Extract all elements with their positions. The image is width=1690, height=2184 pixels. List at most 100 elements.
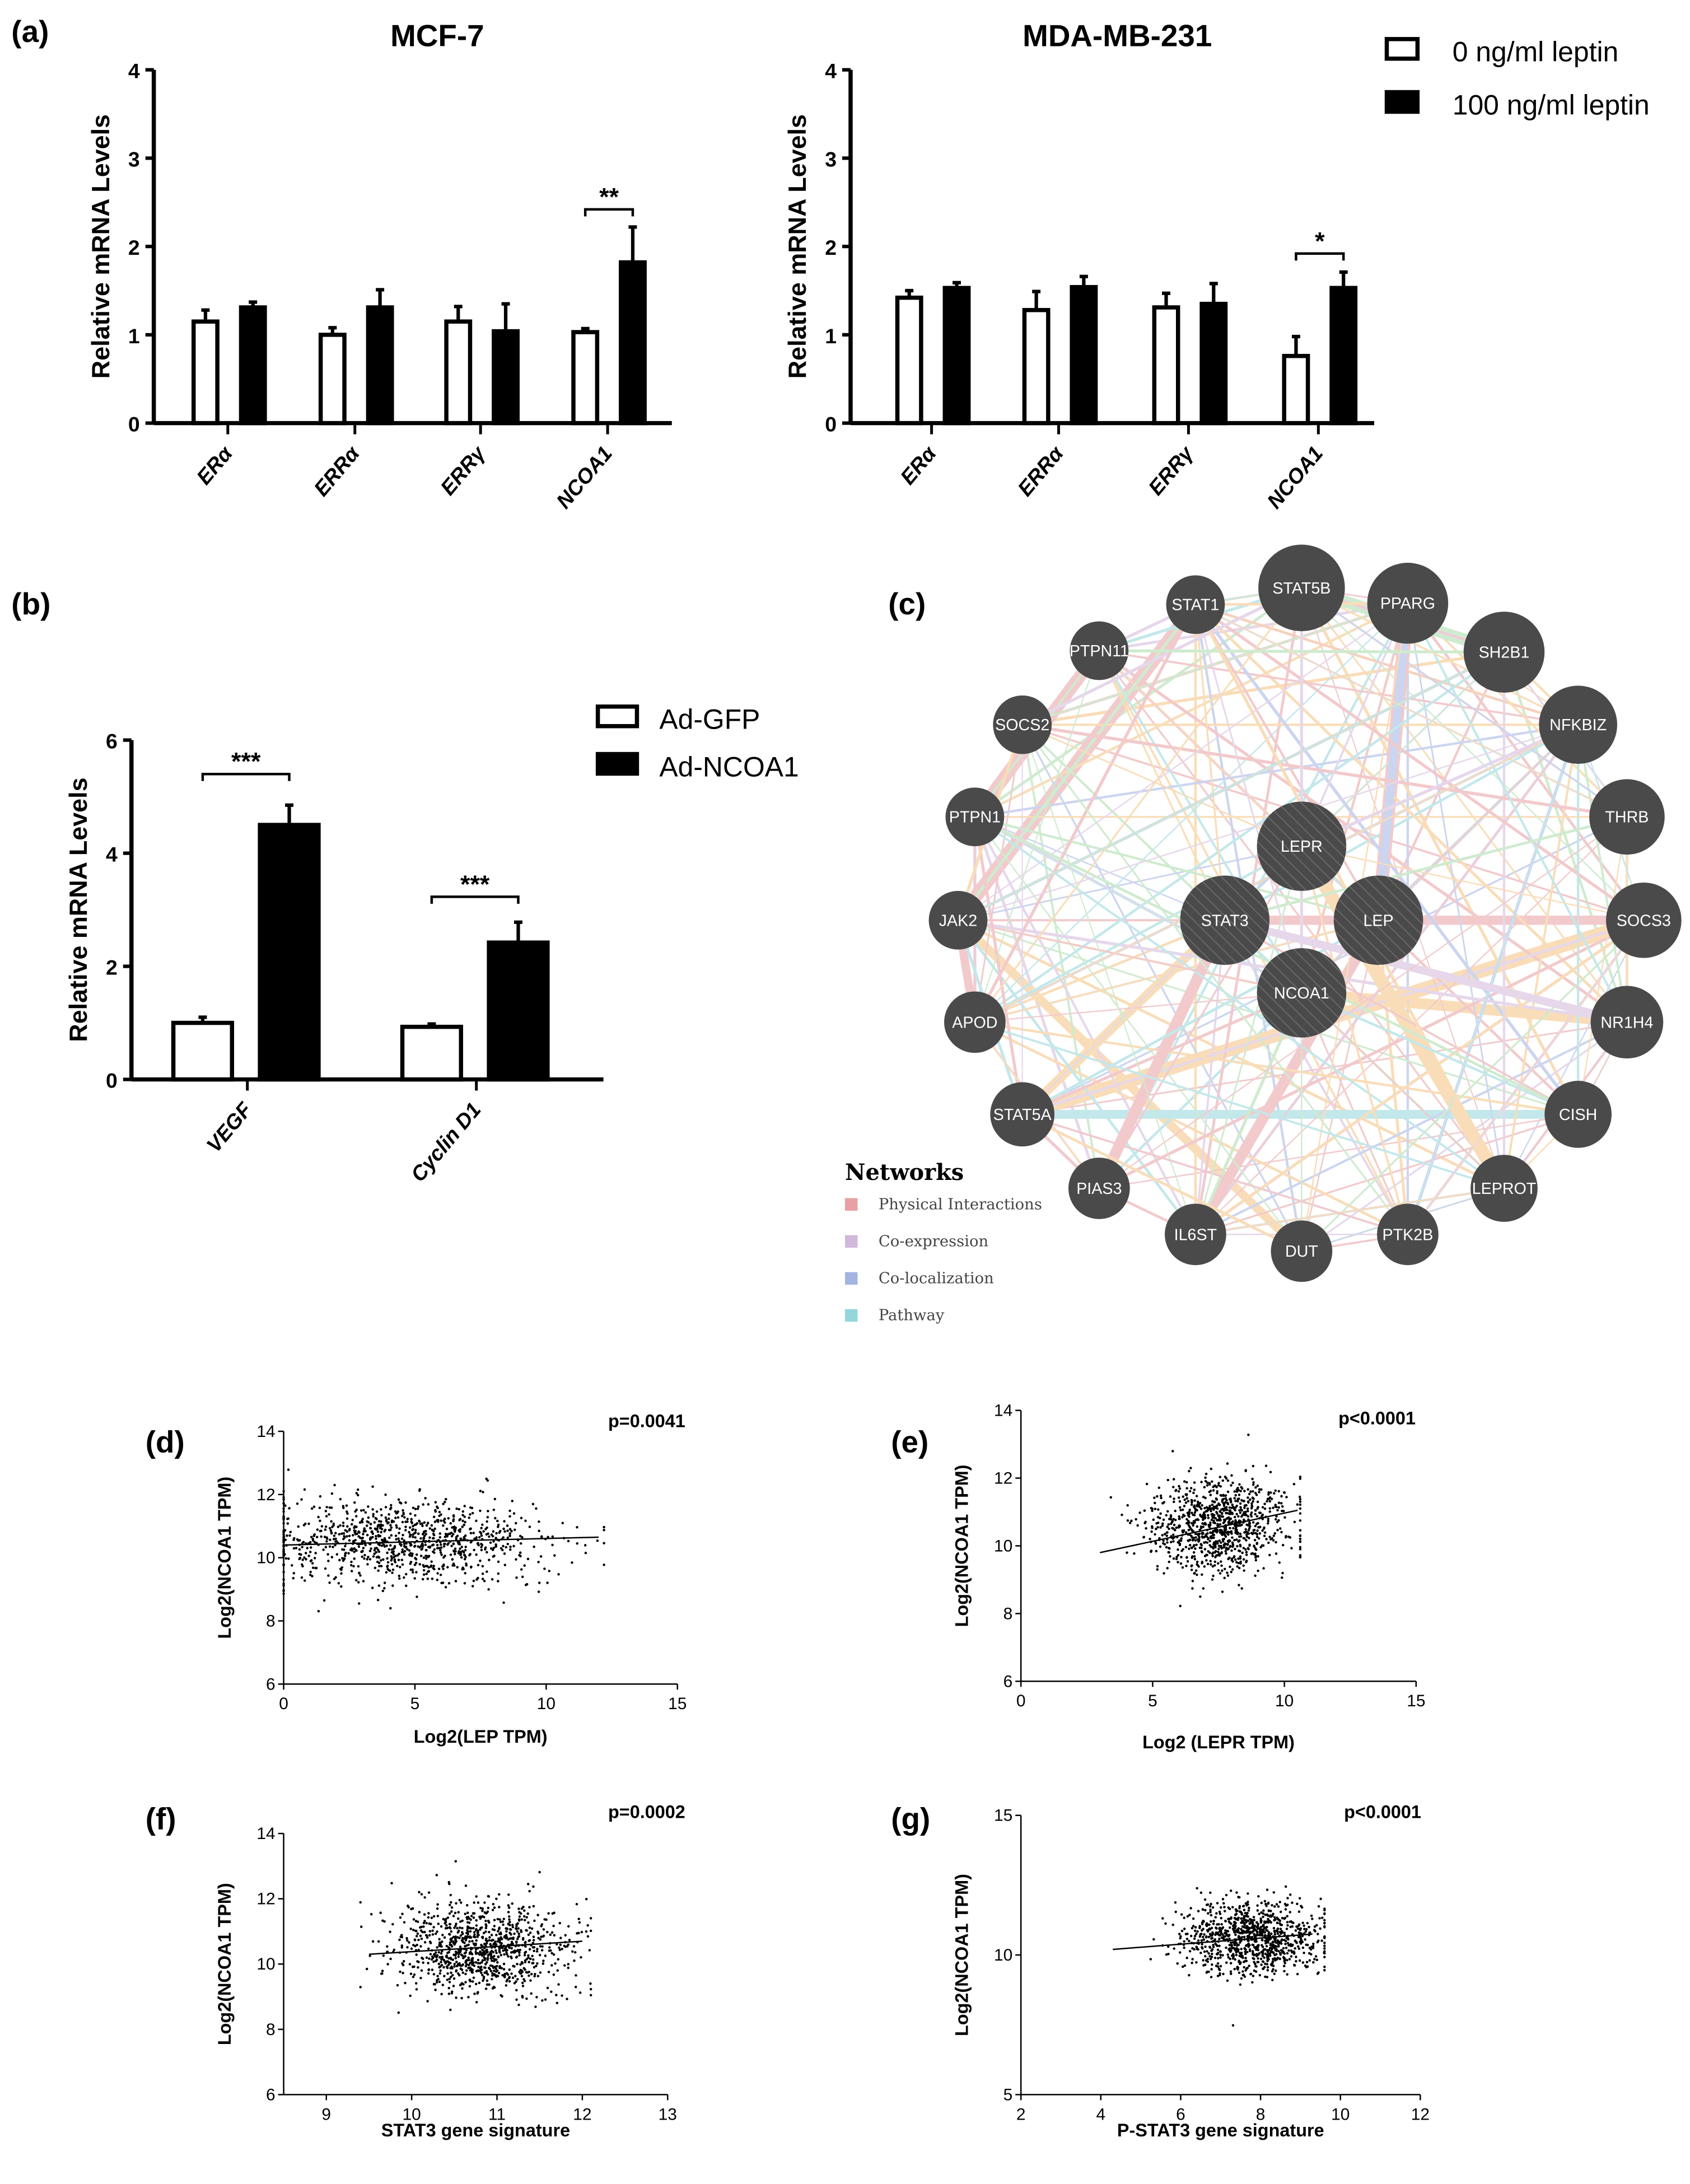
data-point (489, 1547, 493, 1550)
network-node-lep[interactable]: LEP (1333, 875, 1423, 965)
data-point (403, 1553, 406, 1556)
data-point (506, 1536, 510, 1539)
data-point (445, 1944, 449, 1948)
data-point (539, 1938, 542, 1941)
network-node-stat5a[interactable]: STAT5A (990, 1082, 1055, 1147)
data-point (366, 1533, 369, 1537)
data-point (286, 1534, 288, 1537)
network-node-cish[interactable]: CISH (1544, 1081, 1612, 1148)
data-point (307, 1555, 310, 1557)
network-node-thrb[interactable]: THRB (1589, 779, 1665, 855)
data-point (427, 1503, 430, 1506)
data-point (436, 1579, 439, 1581)
network-node-apod[interactable]: APOD (944, 991, 1006, 1053)
data-point (1258, 1912, 1261, 1915)
data-point (401, 1520, 404, 1524)
data-point (1218, 1944, 1221, 1948)
data-point (1227, 1934, 1231, 1936)
data-point (388, 1517, 390, 1520)
data-point (448, 1977, 451, 1980)
data-point (603, 1525, 605, 1529)
data-point (354, 1579, 358, 1582)
network-edge (1301, 920, 1645, 1252)
network-node-socs2[interactable]: SOCS2 (993, 695, 1052, 754)
data-point (1266, 1956, 1269, 1958)
network-node-il6st[interactable]: IL6ST (1165, 1203, 1226, 1266)
network-node-ncoa1[interactable]: NCOA1 (1257, 948, 1347, 1038)
network-node-dut[interactable]: DUT (1271, 1220, 1333, 1282)
data-point (404, 1546, 407, 1549)
data-point (1201, 1908, 1205, 1911)
data-point (1188, 1939, 1191, 1943)
data-point (1249, 1972, 1252, 1976)
data-point (481, 1523, 484, 1527)
data-point (447, 1992, 451, 1995)
data-point (497, 1572, 500, 1575)
data-point (282, 1522, 285, 1525)
network-node-ptpn11[interactable]: PTPN11 (1070, 621, 1129, 680)
y-tick-label: 5 (1003, 2085, 1013, 2104)
data-point (1280, 1942, 1283, 1945)
data-point (1198, 1505, 1201, 1509)
network-node-socs3[interactable]: SOCS3 (1606, 882, 1682, 958)
data-point (522, 1915, 526, 1918)
network-node-jak2[interactable]: JAK2 (928, 890, 988, 950)
data-point (1243, 1908, 1246, 1911)
data-point (406, 1548, 409, 1551)
data-point (511, 1902, 514, 1905)
data-point (531, 1958, 535, 1961)
data-point (1204, 1480, 1207, 1483)
data-point (1214, 1540, 1217, 1543)
data-point (1177, 1496, 1180, 1499)
data-point (414, 1536, 417, 1539)
data-point (1183, 1964, 1187, 1967)
network-node-sh2b1[interactable]: SH2B1 (1463, 612, 1545, 693)
data-point (1308, 1925, 1310, 1929)
data-point (464, 1912, 466, 1915)
data-point (319, 1495, 322, 1498)
network-node-ptpn1[interactable]: PTPN1 (945, 787, 1005, 847)
network-node-stat1[interactable]: STAT1 (1166, 575, 1225, 634)
network-node-stat5b[interactable]: STAT5B (1258, 544, 1345, 632)
data-point (499, 1931, 502, 1934)
data-point (282, 1589, 285, 1593)
network-legend-swatch (845, 1235, 858, 1248)
network-node-stat3[interactable]: STAT3 (1180, 875, 1270, 965)
data-point (369, 1527, 372, 1530)
network-node-nr1h4[interactable]: NR1H4 (1590, 986, 1664, 1059)
data-point (1150, 1506, 1153, 1510)
data-point (1295, 1956, 1297, 1958)
data-point (1228, 1937, 1231, 1940)
data-point (510, 1956, 512, 1958)
data-point (447, 1986, 451, 1990)
data-point (1267, 1949, 1271, 1952)
data-point (1247, 1510, 1249, 1513)
data-point (1179, 1935, 1182, 1938)
data-point (526, 1557, 530, 1561)
data-point (469, 1962, 471, 1964)
data-point (498, 1939, 501, 1942)
data-point (493, 1906, 496, 1909)
data-point (408, 1549, 411, 1552)
data-point (1203, 1511, 1206, 1514)
y-tick-label: 6 (1003, 1672, 1013, 1691)
network-node-ptk2b[interactable]: PTK2B (1377, 1203, 1439, 1266)
data-point (442, 1545, 446, 1548)
data-point (334, 1537, 337, 1541)
x-tick-label: 12 (573, 2105, 591, 2124)
network-node-nfkbiz[interactable]: NFKBIZ (1539, 685, 1617, 764)
data-point (386, 1565, 389, 1569)
network-node-pias3[interactable]: PIAS3 (1068, 1158, 1130, 1219)
data-point (1135, 1518, 1137, 1521)
network-node-pparg[interactable]: PPARG (1367, 562, 1449, 644)
network-node-lepr[interactable]: LEPR (1257, 801, 1347, 891)
data-point (394, 1516, 397, 1519)
data-point (517, 1907, 520, 1910)
data-point (463, 1952, 466, 1955)
data-point (1225, 1511, 1227, 1515)
data-point (1202, 1495, 1205, 1499)
x-tick-label: 0 (279, 1695, 288, 1713)
data-point (377, 1561, 381, 1565)
network-node-leprot[interactable]: LEPROT (1470, 1155, 1538, 1222)
